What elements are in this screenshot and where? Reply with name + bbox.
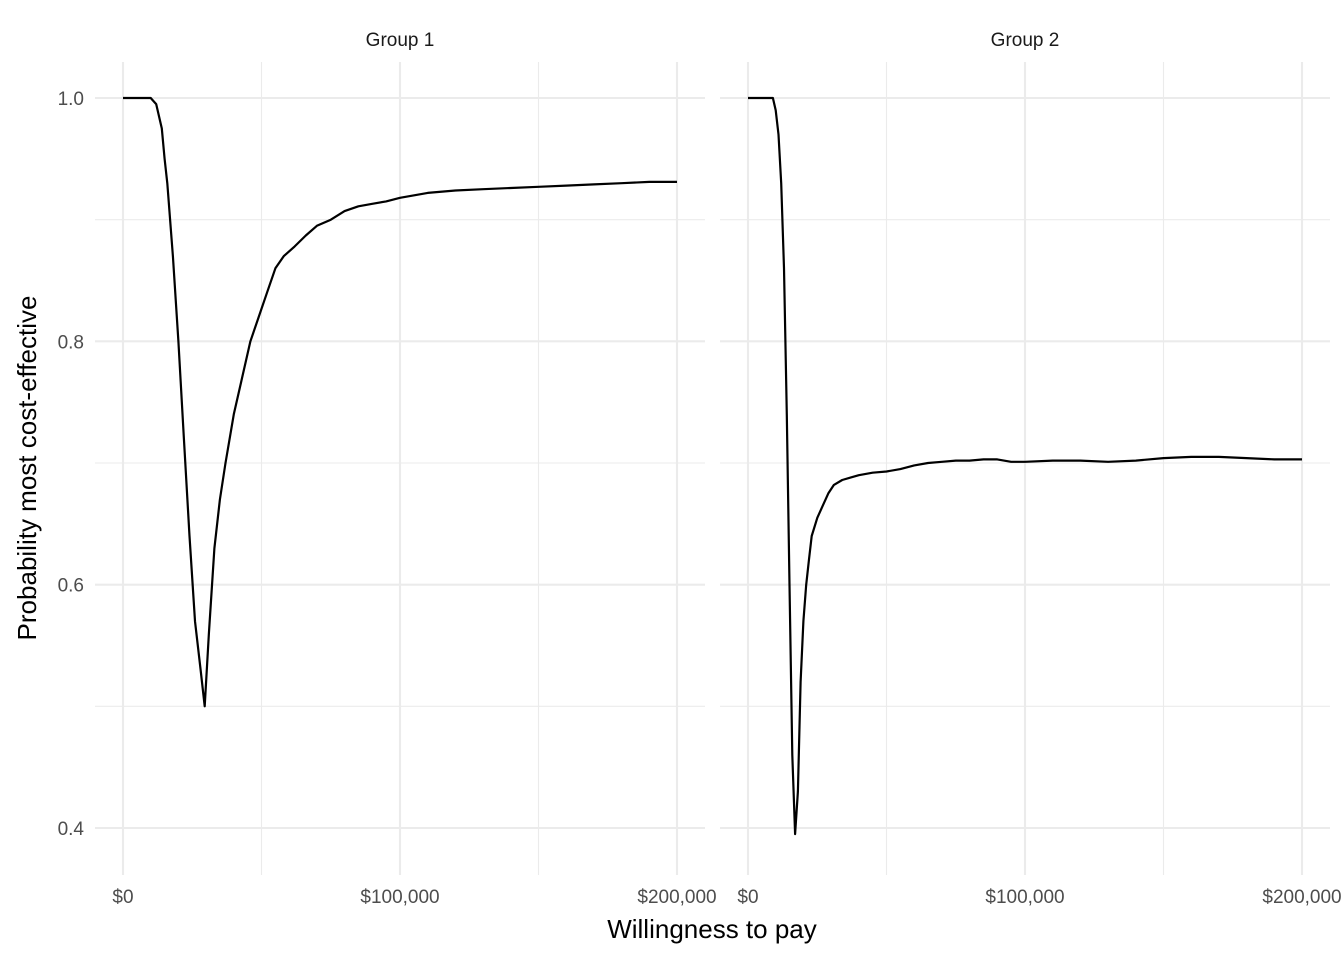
series-line bbox=[748, 96, 1302, 836]
panel-title: Group 2 bbox=[991, 30, 1060, 51]
x-tick-label: $100,000 bbox=[985, 887, 1064, 908]
x-tick-label: $200,000 bbox=[637, 887, 716, 908]
x-tick-label: $0 bbox=[737, 887, 758, 908]
x-axis-title: Willingness to pay bbox=[607, 914, 817, 944]
x-tick-label: $100,000 bbox=[360, 887, 439, 908]
y-tick-label: 1.0 bbox=[58, 89, 84, 110]
x-tick-label: $200,000 bbox=[1262, 887, 1341, 908]
panel-1: Group 1 $0 $100,000 $200,000 0.4 0.6 0.8 1.0 bbox=[58, 30, 717, 908]
y-axis-title: Probability most cost-effective bbox=[12, 296, 42, 641]
series-line bbox=[123, 96, 677, 708]
y-tick-label: 0.4 bbox=[58, 819, 85, 840]
panel-title: Group 1 bbox=[366, 30, 435, 51]
panel-2: Group 2 $0 $100,000 $200,000 bbox=[720, 30, 1342, 908]
x-tick-label: $0 bbox=[112, 887, 133, 908]
y-tick-label: 0.8 bbox=[58, 332, 84, 353]
facet-panels: Group 1$0 $100,000 $200,0000.40.60.81.0Gro… bbox=[58, 30, 1342, 908]
y-tick-label: 0.6 bbox=[58, 576, 84, 597]
